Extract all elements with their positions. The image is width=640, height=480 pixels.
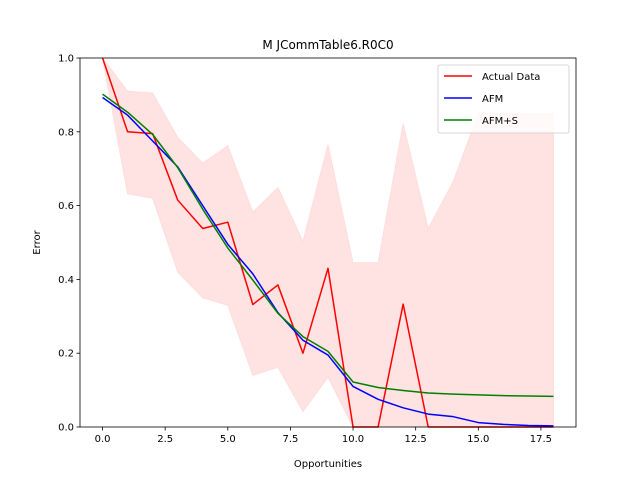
x-tick-label: 7.5 — [282, 434, 298, 445]
x-tick-label: 2.5 — [157, 434, 173, 445]
x-axis-label: Opportunities — [294, 459, 362, 470]
y-tick-label: 1.0 — [58, 54, 74, 65]
y-axis-label: Error — [32, 229, 43, 254]
y-tick-label: 0.4 — [58, 275, 74, 286]
x-tick-label: 10.0 — [342, 434, 364, 445]
confidence-band — [102, 57, 554, 428]
x-tick-label: 0.0 — [95, 434, 111, 445]
legend-label-afm: AFM — [482, 94, 503, 105]
x-tick-label: 12.5 — [405, 434, 427, 445]
plot-frame — [79, 57, 577, 428]
y-axis: 0.0 0.2 0.4 0.6 0.8 1.0 — [58, 54, 80, 434]
y-tick-label: 0.2 — [58, 349, 74, 360]
x-tick-label: 17.5 — [530, 434, 552, 445]
legend: Actual Data AFM AFM+S — [437, 64, 570, 134]
legend-box — [437, 64, 570, 134]
chart-title: M JCommTable6.R0C0 — [262, 38, 393, 52]
y-tick-label: 0.0 — [58, 423, 74, 434]
x-tick-label: 15.0 — [467, 434, 489, 445]
series-line-afm-s — [102, 93, 554, 398]
y-tick-label: 0.8 — [58, 127, 74, 138]
y-tick-label: 0.6 — [58, 201, 74, 212]
legend-label-afm-s: AFM+S — [482, 116, 518, 127]
x-tick-label: 5.0 — [220, 434, 236, 445]
x-axis: 0.0 2.5 5.0 7.5 10.0 12.5 15.0 17.5 — [95, 427, 552, 445]
legend-label-actual-data: Actual Data — [482, 72, 540, 83]
